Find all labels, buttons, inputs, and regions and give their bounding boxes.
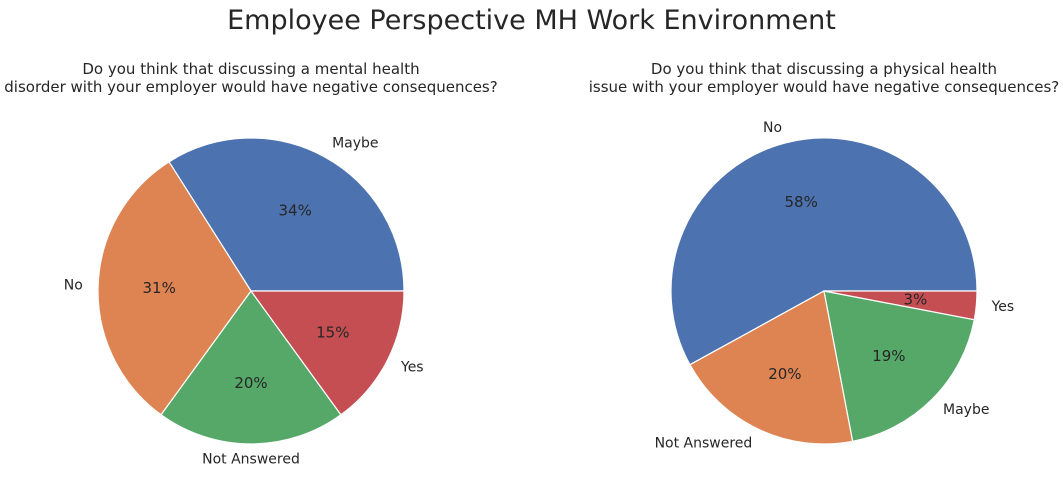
pie-title-physical-health: Do you think that discussing a physical …: [585, 60, 1063, 96]
pie-slice-no: [97, 160, 252, 416]
pie-slice-not-answered: [689, 290, 854, 445]
pie-title-mental-health: Do you think that discussing a mental he…: [0, 60, 502, 96]
pie-category-label-not-answered: Not Answered: [655, 435, 753, 451]
pie-title-line: Do you think that discussing a mental he…: [82, 60, 420, 78]
pie-chart-physical-health: 58% No 20% Not Answered 19% Maybe 3% Yes: [655, 120, 1015, 451]
pie-slice-maybe: [168, 137, 405, 292]
pie-slice-maybe: [823, 290, 975, 442]
pie-pct-label-maybe: 19%: [872, 347, 905, 365]
pie-category-label-yes: Yes: [400, 359, 424, 375]
pie-category-label-maybe: Maybe: [332, 136, 378, 152]
pie-slice-yes: [249, 290, 405, 416]
pie-slice-not-answered: [160, 289, 342, 445]
pie-pct-label-maybe: 34%: [279, 202, 312, 220]
pie-pct-label-no: 58%: [785, 193, 818, 211]
pie-title-line: Do you think that discussing a physical …: [650, 60, 998, 78]
pie-pct-label-not-answered: 20%: [234, 374, 267, 392]
pie-chart-mental-health: 34% Maybe 31% No 20% Not Answered 15% Yes: [64, 136, 424, 468]
pie-category-label-maybe: Maybe: [943, 402, 989, 418]
pie-pct-label-yes: 3%: [904, 291, 928, 309]
pie-title-line: disorder with your employer would have n…: [4, 78, 498, 96]
pie-pct-label-no: 31%: [143, 279, 176, 297]
pie-category-label-yes: Yes: [991, 299, 1015, 315]
pie-slice-no: [670, 137, 978, 366]
pie-category-label-not-answered: Not Answered: [202, 451, 300, 467]
pie-category-label-no: No: [64, 278, 83, 294]
pie-slice-yes: [823, 290, 978, 321]
pie-title-line: issue with your employer would have nega…: [588, 78, 1060, 96]
pie-category-label-no: No: [763, 120, 782, 136]
figure-title: Employee Perspective MH Work Environment: [227, 5, 836, 36]
pie-pct-label-not-answered: 20%: [768, 365, 801, 383]
pie-pct-label-yes: 15%: [316, 324, 349, 342]
